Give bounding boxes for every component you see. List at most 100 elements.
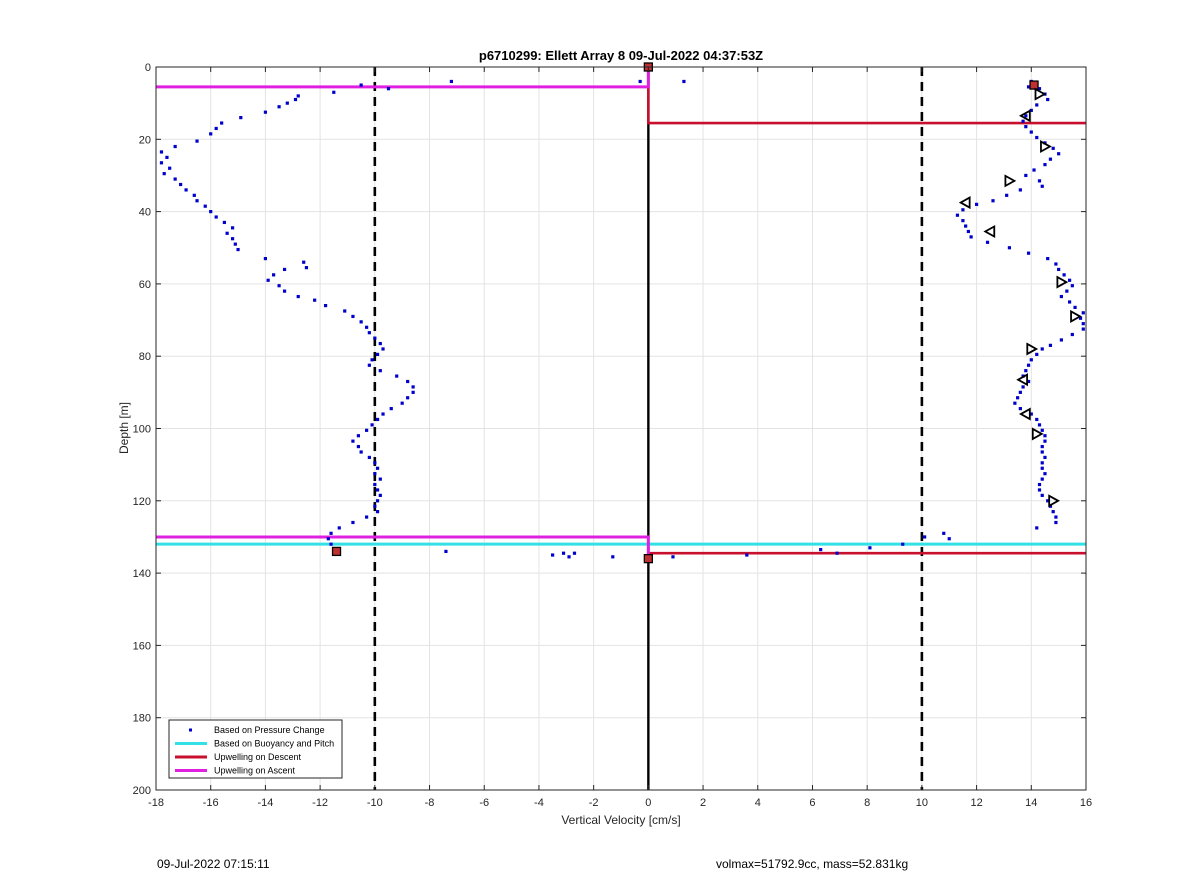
pressure-point (359, 320, 363, 324)
pressure-point (323, 303, 328, 308)
legend-label: Based on Buoyancy and Pitch (214, 739, 334, 749)
pressure-point (1018, 188, 1022, 192)
triangle-right-marker (1040, 140, 1052, 154)
pressure-point (1021, 119, 1025, 123)
pressure-point (266, 278, 270, 282)
pressure-point (406, 396, 410, 400)
x-tick-label: 6 (809, 797, 815, 809)
pressure-point (356, 444, 361, 449)
pressure-point (395, 374, 399, 378)
pressure-point (991, 199, 995, 203)
pressure-point (203, 204, 207, 208)
pressure-point (159, 150, 164, 154)
pressure-point (367, 455, 371, 460)
pressure-point (974, 202, 979, 206)
pressure-point (572, 551, 577, 555)
pressure-point (375, 499, 380, 503)
pressure-point (367, 363, 371, 367)
pressure-point (1040, 184, 1044, 188)
pressure-point (1046, 499, 1050, 503)
pressure-point (1046, 256, 1050, 261)
y-tick-label: 200 (133, 785, 151, 797)
x-tick-label: -4 (534, 797, 544, 809)
pressure-point (214, 215, 218, 219)
pressure-point (277, 284, 281, 288)
pressure-point (1005, 193, 1009, 197)
ascent-line (156, 67, 650, 89)
pressure-point (1007, 246, 1012, 250)
pressure-point (961, 219, 965, 223)
triangle-right-marker (1056, 275, 1069, 289)
pressure-point (263, 110, 268, 114)
pressure-point (1037, 179, 1042, 183)
x-tick-label: 4 (755, 797, 761, 809)
pressure-point (165, 155, 169, 159)
pressure-point (1057, 267, 1061, 272)
pressure-point (263, 256, 268, 261)
pressure-point (1067, 278, 1072, 282)
pressure-point (923, 535, 927, 539)
square-marker (643, 553, 654, 564)
triangle-right-marker (1070, 309, 1082, 323)
pressure-point (209, 210, 213, 214)
x-tick-label: 10 (916, 797, 928, 809)
y-tick-label: 60 (139, 279, 151, 291)
pressure-point (1037, 423, 1042, 427)
legend-label: Upwelling on Descent (214, 752, 302, 762)
pressure-point (1067, 300, 1072, 304)
pressure-point (561, 551, 566, 555)
pressure-point (1043, 439, 1047, 443)
pressure-point (220, 121, 224, 125)
pressure-point (1035, 352, 1039, 356)
pressure-point (168, 166, 172, 170)
pressure-point (964, 224, 968, 228)
pressure-point (1070, 332, 1074, 337)
pressure-point (1040, 428, 1044, 432)
pressure-point (370, 423, 374, 427)
triangle-left-marker (1018, 407, 1031, 421)
pressure-point (835, 551, 839, 555)
pressure-point (411, 385, 415, 389)
pressure-point (195, 199, 199, 203)
pressure-point (1043, 163, 1047, 167)
pressure-point (1035, 135, 1039, 140)
pressure-point (1040, 493, 1044, 497)
pressure-point (1043, 472, 1047, 476)
x-tick-label: 2 (700, 797, 706, 809)
pressure-point (343, 309, 347, 313)
pressure-point (901, 542, 905, 546)
pressure-point (313, 298, 317, 302)
pressure-point (969, 235, 973, 239)
square-marker (331, 546, 342, 557)
x-tick-label: 8 (864, 797, 870, 809)
x-tick-label: -6 (479, 797, 489, 809)
pressure-point (1059, 294, 1063, 299)
pressure-point (1024, 114, 1028, 118)
pressure-point (745, 553, 749, 557)
pressure-point (1051, 510, 1055, 514)
pressure-point (214, 126, 218, 131)
pressure-point (961, 208, 965, 212)
pressure-point (955, 213, 960, 217)
pressure-point (375, 488, 380, 492)
pressure-point (375, 510, 380, 514)
pressure-point (351, 520, 355, 525)
pressure-point (819, 548, 823, 552)
pressure-point (184, 188, 188, 192)
pressure-point (1026, 363, 1031, 367)
ascent-line-bottom (156, 535, 650, 559)
triangle-right-marker (1048, 494, 1061, 508)
pressure-point (272, 273, 276, 277)
pressure-point (389, 407, 393, 411)
pressure-point (1024, 369, 1028, 373)
pressure-point (173, 177, 177, 181)
pressure-point (282, 289, 287, 293)
tick-labels: -18 -16 -14 -12 -10 -8 -6 -4 -2 0 2 4 6 8 10 12 14 160204… (133, 62, 1092, 809)
pressure-point (233, 242, 237, 246)
pressure-point (329, 531, 333, 535)
pressure-point (375, 352, 380, 356)
pressure-point (1081, 327, 1085, 331)
pressure-point (1024, 173, 1028, 178)
pressure-point (1081, 311, 1085, 315)
pressure-point (378, 477, 382, 481)
